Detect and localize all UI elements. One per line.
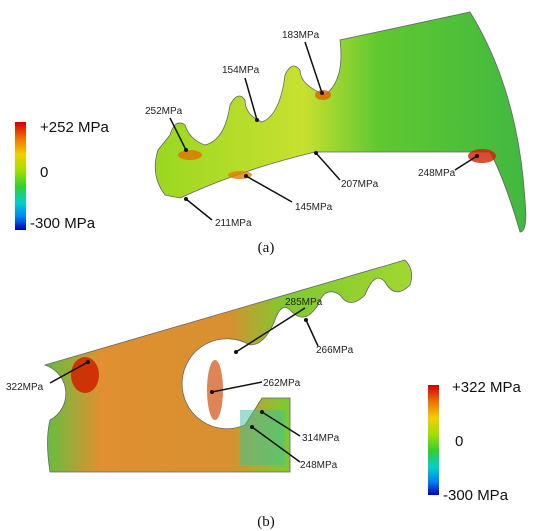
arrow xyxy=(185,198,213,221)
legend-max: +252 MPa xyxy=(40,119,109,136)
color-scale xyxy=(15,122,26,230)
arrow xyxy=(304,41,323,94)
color-scale xyxy=(428,385,439,495)
annotation: 154MPa xyxy=(222,65,260,76)
annotation: 248MPa xyxy=(300,460,338,471)
arrow-head xyxy=(250,425,254,429)
hotspot xyxy=(71,357,99,393)
annotation: 248MPa xyxy=(418,168,456,179)
arrow-head xyxy=(475,154,479,158)
annotation: 266MPa xyxy=(316,345,354,356)
annotation: 211MPa xyxy=(215,218,252,229)
annotation: 322MPa xyxy=(6,382,44,393)
legend-mid: 0 xyxy=(455,433,463,450)
annotation: 314MPa xyxy=(302,433,340,444)
arrow xyxy=(169,117,187,151)
legend-max: +322 MPa xyxy=(452,379,521,396)
arrow xyxy=(261,411,301,437)
annotation: 285MPa xyxy=(285,297,323,308)
annotation: 207MPa xyxy=(341,179,379,190)
legend-min: -300 MPa xyxy=(443,487,509,504)
arrow-head xyxy=(255,118,259,122)
legend-min: -300 MPa xyxy=(30,215,96,232)
arrow-head xyxy=(320,91,324,95)
arrow xyxy=(211,381,263,393)
arrow xyxy=(454,155,478,171)
arrow-head xyxy=(210,390,214,394)
annotation: 145MPa xyxy=(295,202,333,213)
arrow-head xyxy=(260,410,264,414)
hotspot xyxy=(468,149,496,163)
arrow xyxy=(251,426,301,463)
arrow xyxy=(245,175,293,203)
arrow-head xyxy=(184,197,188,201)
arrow-head xyxy=(234,350,238,354)
blade-b xyxy=(43,259,413,473)
legend-mid: 0 xyxy=(40,164,48,181)
arrow xyxy=(315,152,341,181)
arrow xyxy=(49,361,89,384)
annotation: 262MPa xyxy=(263,378,301,389)
hotspot xyxy=(207,360,223,420)
arrow xyxy=(244,77,258,121)
caption: (b) xyxy=(257,514,275,530)
region xyxy=(240,410,285,465)
arrow-head xyxy=(304,318,308,322)
arrow-head xyxy=(314,151,318,155)
arrow-head xyxy=(184,148,188,152)
annotation: 183MPa xyxy=(282,30,320,41)
arrow-head xyxy=(244,174,248,178)
hotspot xyxy=(315,90,331,100)
caption: (a) xyxy=(258,240,275,256)
annotation: 252MPa xyxy=(145,106,183,117)
arrow xyxy=(235,307,306,353)
arrow xyxy=(305,319,319,347)
hotspot xyxy=(178,150,202,160)
arrow-head xyxy=(86,360,90,364)
blade-a xyxy=(154,11,527,233)
